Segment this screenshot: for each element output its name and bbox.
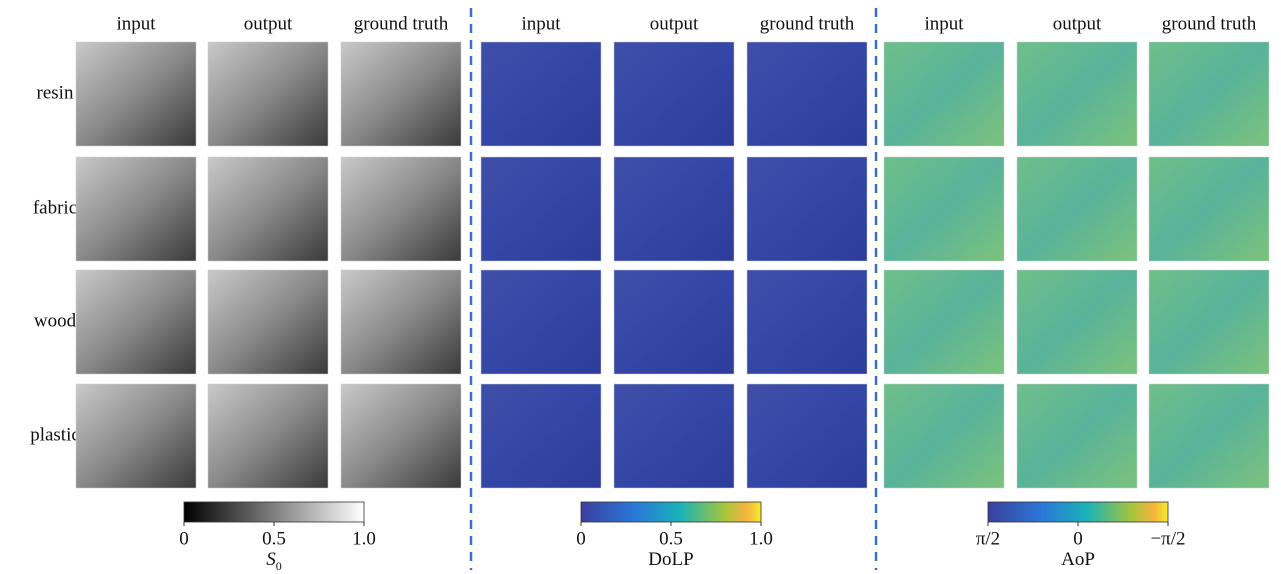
image-tile xyxy=(1017,270,1137,374)
column-header: input xyxy=(924,13,964,34)
image-tile xyxy=(208,270,328,374)
image-tile xyxy=(884,270,1004,374)
colorbar-label: DoLP xyxy=(648,549,693,570)
colorbar-tick-label: 0 xyxy=(1073,528,1083,549)
image-tile xyxy=(208,157,328,261)
colorbar-tick-label: 1.0 xyxy=(749,528,773,549)
image-tile xyxy=(1149,42,1269,146)
image-tile xyxy=(747,384,867,488)
column-header: output xyxy=(650,13,699,34)
image-tile xyxy=(208,42,328,146)
image-tile xyxy=(208,384,328,488)
image-tile xyxy=(481,157,601,261)
image-tile xyxy=(76,270,196,374)
image-tile xyxy=(1017,157,1137,261)
image-tile xyxy=(341,384,461,488)
image-tile xyxy=(1017,42,1137,146)
column-header: output xyxy=(244,13,293,34)
column-header: input xyxy=(116,13,156,34)
colorbar-tick-label: 0.5 xyxy=(659,528,683,549)
column-header: ground truth xyxy=(354,13,449,34)
colorbar-label-main: AoP xyxy=(1061,549,1095,570)
column-header: ground truth xyxy=(760,13,855,34)
image-tile xyxy=(614,157,734,261)
image-tile xyxy=(747,42,867,146)
column-header: output xyxy=(1053,13,1102,34)
image-tile xyxy=(614,270,734,374)
figure: resin fabric wood plastic input output ground … xyxy=(0,0,1281,574)
image-tile xyxy=(1149,270,1269,374)
image-tile xyxy=(747,157,867,261)
image-tile xyxy=(747,270,867,374)
image-tile xyxy=(481,384,601,488)
image-tile xyxy=(341,270,461,374)
image-tile xyxy=(341,42,461,146)
colorbar xyxy=(184,502,364,522)
colorbar-label-main: S xyxy=(266,549,276,570)
image-tile xyxy=(341,157,461,261)
image-tile xyxy=(884,42,1004,146)
image-tile xyxy=(614,384,734,488)
colorbar-tick-label: 1.0 xyxy=(352,528,376,549)
colorbar-tick-label: −π/2 xyxy=(1150,528,1185,549)
image-tile xyxy=(884,157,1004,261)
image-tile xyxy=(76,157,196,261)
colorbar-label-subscript: 0 xyxy=(276,559,282,573)
colorbar-tick-label: 0.5 xyxy=(262,528,286,549)
colorbar-label-main: DoLP xyxy=(648,549,693,570)
image-tile xyxy=(1149,384,1269,488)
column-header: input xyxy=(521,13,561,34)
image-tile xyxy=(614,42,734,146)
colorbar-tick-label: 0 xyxy=(179,528,189,549)
colorbar-tick-label: 0 xyxy=(576,528,586,549)
colorbar-label: S0 xyxy=(266,549,282,572)
colorbar-label: AoP xyxy=(1061,549,1095,570)
colorbar xyxy=(988,502,1168,522)
image-tile xyxy=(76,384,196,488)
row-label: wood xyxy=(34,310,77,331)
column-header: ground truth xyxy=(1162,13,1257,34)
row-label: plastic xyxy=(30,424,80,445)
image-tile xyxy=(481,270,601,374)
image-tile xyxy=(76,42,196,146)
image-tile xyxy=(884,384,1004,488)
colorbar xyxy=(581,502,761,522)
row-label: resin xyxy=(37,82,74,103)
image-tile xyxy=(481,42,601,146)
row-label: fabric xyxy=(33,197,77,218)
colorbar-tick-label: π/2 xyxy=(976,528,1000,549)
image-tile xyxy=(1017,384,1137,488)
image-tile xyxy=(1149,157,1269,261)
